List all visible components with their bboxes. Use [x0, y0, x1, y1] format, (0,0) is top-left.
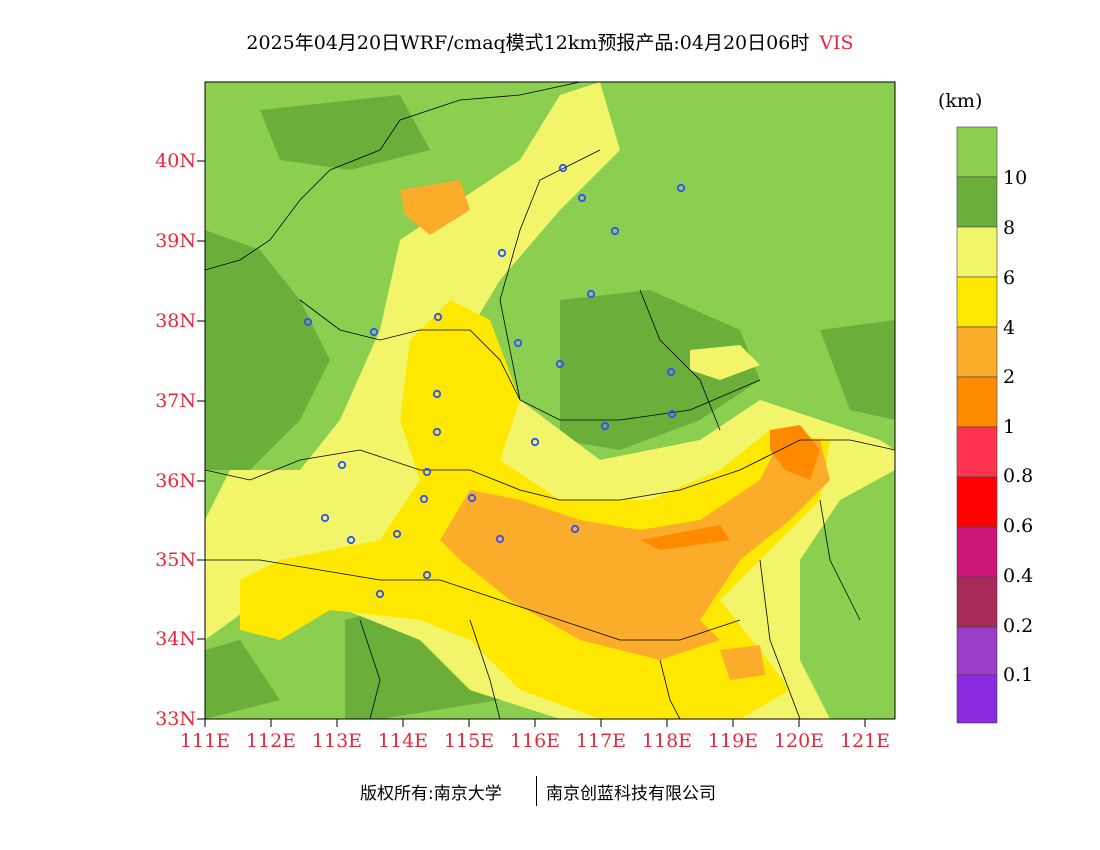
colorbar-swatch-4 — [956, 276, 998, 328]
colorbar-swatch-6 — [956, 226, 998, 278]
footer-copyright: 版权所有:南京大学 — [360, 784, 502, 804]
colorbar-label: 2 — [1003, 366, 1016, 388]
title-main: 2025年04月20日WRF/cmaq模式12km预报产品:04月20日06时 — [246, 32, 810, 54]
page-title: 2025年04月20日WRF/cmaq模式12km预报产品:04月20日06时 V… — [0, 28, 1100, 55]
colorbar-label: 0.6 — [1003, 515, 1034, 537]
lon-label: 114E — [377, 730, 429, 752]
map-fill-layer — [205, 82, 895, 719]
colorbar-swatch-0.2 — [956, 576, 998, 628]
colorbar-swatch-1 — [956, 376, 998, 428]
colorbar-label: 0.4 — [1003, 565, 1034, 587]
axis-ticks — [197, 160, 866, 727]
lon-label: 119E — [707, 730, 759, 752]
colorbar-label: 4 — [1003, 317, 1016, 339]
title-variable: VIS — [819, 32, 854, 54]
lat-label: 38N — [155, 310, 196, 332]
colorbar-swatch-2 — [956, 326, 998, 378]
lon-label: 120E — [773, 730, 825, 752]
lon-label: 116E — [509, 730, 561, 752]
colorbar-label: 0.2 — [1003, 615, 1034, 637]
colorbar-swatch-0.4 — [956, 526, 998, 578]
colorbar-label: 0.8 — [1003, 465, 1034, 487]
footer-divider — [536, 776, 537, 806]
vis-fill-8-10-north — [260, 95, 430, 170]
lon-label: 117E — [575, 730, 627, 752]
boundary-lines — [205, 82, 895, 719]
lon-label: 111E — [179, 730, 231, 752]
lon-label: 121E — [839, 730, 891, 752]
lon-label: 115E — [443, 730, 495, 752]
vis-fill-2-4-south — [720, 645, 765, 680]
city-markers — [303, 163, 686, 599]
colorbar-label: 6 — [1003, 267, 1016, 289]
lat-label: 36N — [155, 470, 196, 492]
colorbar — [956, 126, 998, 724]
colorbar-swatch-8 — [956, 176, 998, 228]
vis-fill-8-10-west — [205, 230, 330, 470]
vis-fill-2-4-north — [400, 180, 470, 235]
lon-label: 113E — [311, 730, 363, 752]
lat-label: 37N — [155, 390, 196, 412]
lat-label: 33N — [155, 708, 196, 730]
lat-label: 39N — [155, 230, 196, 252]
lat-label: 40N — [155, 150, 196, 172]
lon-label: 118E — [641, 730, 693, 752]
vis-fill-2-4 — [440, 440, 830, 660]
colorbar-swatch-0.6 — [956, 476, 998, 528]
vis-fill-1-2-band — [640, 525, 730, 550]
colorbar-label: 0.1 — [1003, 664, 1034, 686]
vis-fill-8-10-central — [560, 290, 760, 450]
colorbar-unit: (km) — [938, 90, 983, 112]
footer-company: 南京创蓝科技有限公司 — [546, 784, 716, 804]
colorbar-label: 1 — [1003, 416, 1016, 438]
vis-fill-8-10-southwest — [205, 640, 280, 719]
lat-label: 34N — [155, 628, 196, 650]
lat-label: 35N — [155, 549, 196, 571]
colorbar-swatch-bottom — [956, 674, 998, 724]
colorbar-swatch-top — [956, 126, 998, 178]
lon-label: 112E — [245, 730, 297, 752]
colorbar-label: 10 — [1003, 167, 1028, 189]
vis-fill-1-2 — [770, 425, 820, 480]
colorbar-swatch-0.8 — [956, 426, 998, 478]
vis-fill-8-10-east — [820, 320, 895, 420]
vis-fill-6-8-patch — [690, 345, 760, 380]
colorbar-swatch-0.1 — [956, 626, 998, 676]
colorbar-label: 8 — [1003, 217, 1016, 239]
